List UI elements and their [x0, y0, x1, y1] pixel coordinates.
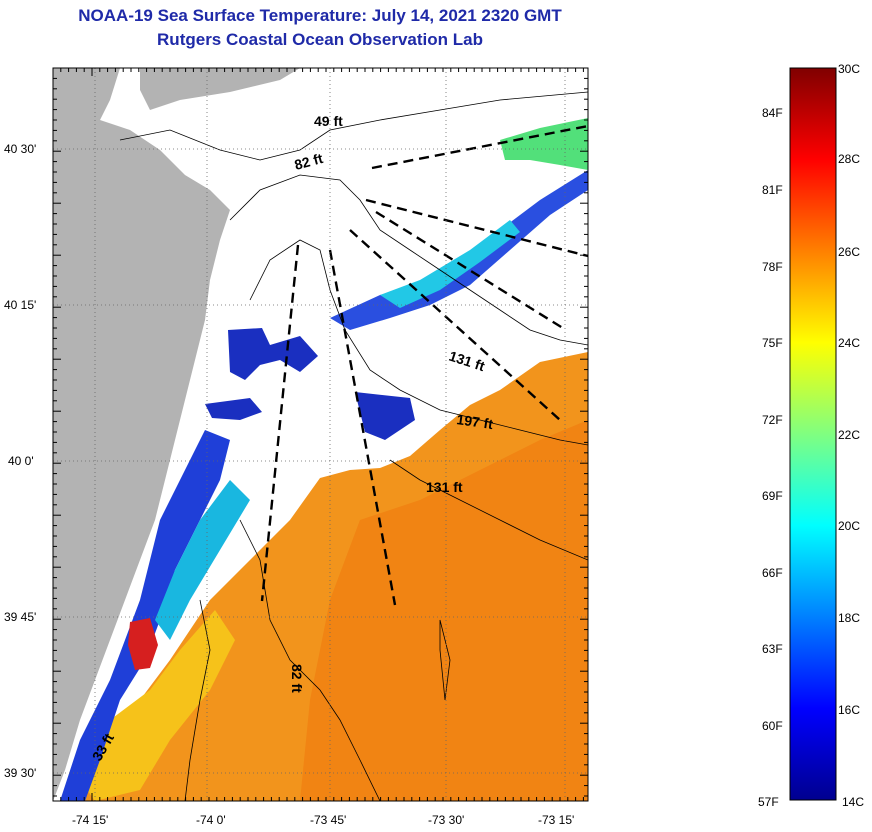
- lat-label-40-15: 40 15': [4, 298, 36, 312]
- colorbar-label-26C: 26C: [838, 245, 860, 259]
- cold-pixels-north: [228, 328, 318, 380]
- colorbar-label-81F: 81F: [762, 183, 783, 197]
- cool-cyan-strip: [155, 480, 250, 640]
- frame-ticks: [52, 67, 588, 801]
- yellow-fringe: [80, 610, 235, 801]
- lat-label-40-30: 40 30': [4, 142, 36, 156]
- colorbar-label-66F: 66F: [762, 566, 783, 580]
- colorbar-label-20C: 20C: [838, 519, 860, 533]
- lon-label-74-15: -74 15': [72, 813, 108, 827]
- map-subtitle: Rutgers Coastal Ocean Observation Lab: [157, 30, 483, 49]
- lat-label-39-45: 39 45': [4, 610, 36, 624]
- lat-label-39-30: 39 30': [4, 766, 36, 780]
- colorbar-label-22C: 22C: [838, 428, 860, 442]
- colorbar-label-14C: 14C: [842, 795, 864, 809]
- colorbar-label-57F: 57F: [758, 795, 779, 809]
- bathymetry-contours: [119, 91, 588, 801]
- colorbar-label-28C: 28C: [838, 152, 860, 166]
- lon-label-73-30: -73 30': [428, 813, 464, 827]
- cold-coastal-strip: [60, 430, 230, 801]
- lon-label-73-45: -73 45': [310, 813, 346, 827]
- colorbar-label-69F: 69F: [762, 489, 783, 503]
- colorbar-label-60F: 60F: [762, 719, 783, 733]
- colorbar-label-30C: 30C: [838, 62, 860, 76]
- frontal-band: [330, 170, 588, 330]
- depth-label-197ft: 197 ft: [456, 411, 495, 432]
- colorbar-label-84F: 84F: [762, 106, 783, 120]
- colorbar-label-63F: 63F: [762, 642, 783, 656]
- colorbar-label-16C: 16C: [838, 703, 860, 717]
- lat-label-40-0: 40 0': [8, 454, 34, 468]
- depth-label-131ft-south: 131 ft: [426, 479, 463, 495]
- colorbar-label-78F: 78F: [762, 260, 783, 274]
- transect-lines: [260, 124, 588, 606]
- colorbar-label-24C: 24C: [838, 336, 860, 350]
- colorbar-label-72F: 72F: [762, 413, 783, 427]
- land-new-jersey: [53, 68, 230, 801]
- colorbar-label-18C: 18C: [838, 611, 860, 625]
- map-frame: [52, 67, 589, 802]
- depth-label-82ft-south: 82 ft: [289, 664, 305, 693]
- cold-pixels-mid: [205, 392, 415, 440]
- land-long-island: [140, 68, 300, 110]
- depth-label-82ft-north: 82 ft: [293, 150, 325, 173]
- warm-anomaly-patch: [128, 618, 158, 670]
- colorbar: [789, 67, 837, 801]
- colorbar-label-75F: 75F: [762, 336, 783, 350]
- map-area: 49 ft 82 ft 131 ft 197 ft 131 ft 82 ft 3…: [53, 68, 588, 801]
- warm-water-inner: [300, 420, 588, 801]
- map-title: NOAA-19 Sea Surface Temperature: July 14…: [78, 6, 562, 25]
- depth-label-49ft: 49 ft: [314, 113, 343, 129]
- lon-label-74-0: -74 0': [196, 813, 226, 827]
- frontal-band-cyan: [380, 220, 520, 308]
- lon-label-73-15: -73 15': [538, 813, 574, 827]
